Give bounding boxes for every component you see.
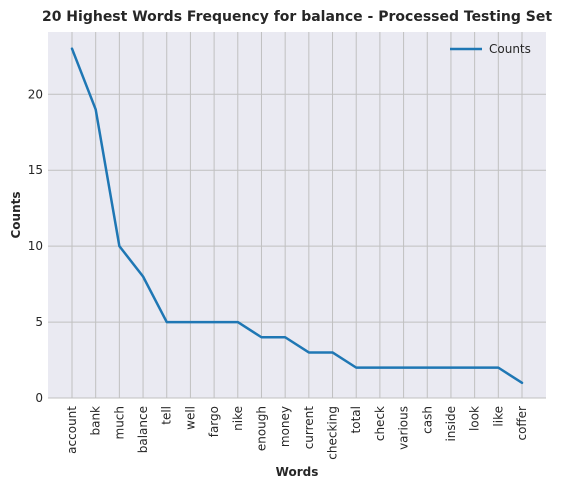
- y-tick-label: 0: [35, 391, 43, 405]
- plot-background: [48, 32, 546, 398]
- x-tick-label: much: [112, 406, 126, 440]
- x-tick-label: bank: [89, 406, 103, 436]
- y-tick-label: 5: [35, 315, 43, 329]
- x-tick-label: well: [183, 406, 197, 430]
- x-tick-label: check: [373, 406, 387, 441]
- x-tick-label: enough: [254, 406, 268, 451]
- y-tick-label: 10: [28, 239, 43, 253]
- y-tick-labels: 0 5 10 15 20: [28, 87, 43, 405]
- x-tick-label: total: [349, 406, 363, 433]
- series-line-counts: [70, 47, 524, 385]
- x-tick-label: nike: [231, 406, 245, 431]
- y-tick-label: 15: [28, 163, 43, 177]
- y-axis-label: Counts: [9, 191, 23, 238]
- x-tick-label: balance: [136, 406, 150, 453]
- x-tick-label: account: [65, 406, 79, 454]
- x-tick-label: current: [302, 406, 316, 450]
- x-tick-label: cash: [420, 406, 434, 434]
- x-tick-label: coffer: [515, 406, 529, 441]
- x-tick-label: various: [397, 406, 411, 450]
- x-axis-label: Words: [276, 465, 319, 479]
- x-tick-labels: account bank much balance tell well fargo nike e…: [65, 406, 529, 460]
- x-tick-label: money: [278, 406, 292, 447]
- x-tick-label: inside: [444, 406, 458, 442]
- x-tick-label: look: [468, 406, 482, 431]
- legend-label: Counts: [489, 42, 531, 56]
- x-tick-label: like: [491, 406, 505, 427]
- x-tick-label: checking: [326, 406, 340, 460]
- chart-title: 20 Highest Words Frequency for balance -…: [42, 9, 552, 25]
- legend: Counts: [450, 42, 531, 56]
- x-grid: [71, 32, 523, 398]
- x-tick-label: tell: [160, 406, 174, 425]
- series-layer: [70, 47, 524, 385]
- y-tick-label: 20: [28, 87, 43, 101]
- x-tick-label: fargo: [207, 406, 221, 437]
